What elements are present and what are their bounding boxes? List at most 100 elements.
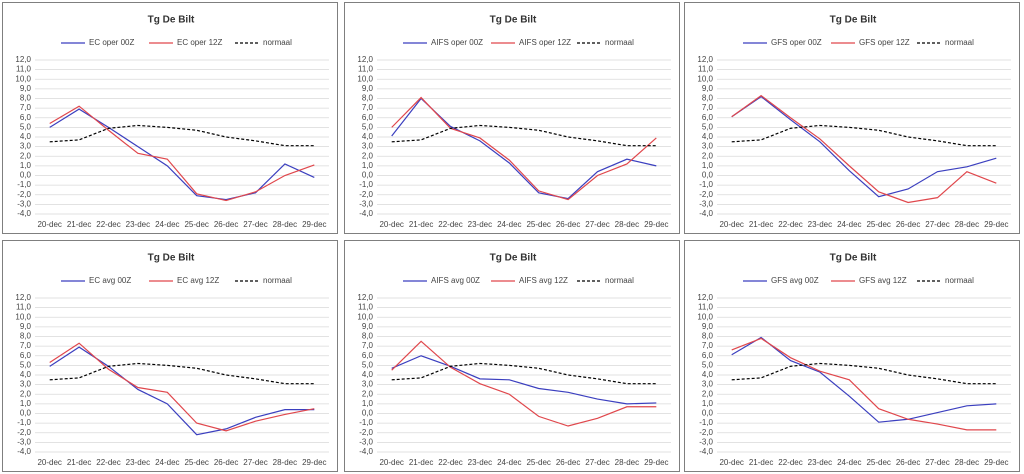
y-tick-label: 8,0 <box>20 332 32 341</box>
y-tick-label: 0,0 <box>362 171 374 180</box>
x-tick-label: 24-dec <box>837 458 861 467</box>
x-tick-label: 21-dec <box>409 220 433 229</box>
y-tick-label: 1,0 <box>362 161 374 170</box>
x-tick-label: 28-dec <box>273 458 297 467</box>
x-tick-label: 25-dec <box>866 220 890 229</box>
y-tick-label: -1,0 <box>359 418 373 427</box>
y-tick-label: -4,0 <box>699 447 713 456</box>
legend-label: EC oper 00Z <box>89 38 134 47</box>
y-tick-label: -2,0 <box>17 428 31 437</box>
y-tick-label: 4,0 <box>20 132 32 141</box>
chart-title: Tg De Bilt <box>830 15 877 26</box>
y-tick-label: 12,0 <box>15 55 31 64</box>
x-tick-label: 28-dec <box>615 458 639 467</box>
series-line <box>49 342 315 432</box>
legend-label: normaal <box>263 276 292 285</box>
y-tick-label: 12,0 <box>357 293 373 302</box>
chart-panel: Tg De Bilt -4,0-3,0-2,0-1,00,01,02,03,04,… <box>684 240 1020 472</box>
series-line <box>49 124 315 147</box>
y-tick-label: 9,0 <box>362 84 374 93</box>
y-tick-label: 5,0 <box>20 360 32 369</box>
x-tick-label: 23-dec <box>468 220 492 229</box>
x-tick-label: 24-dec <box>155 458 179 467</box>
chart-panel: Tg De Bilt -4,0-3,0-2,0-1,00,01,02,03,04,… <box>344 240 680 472</box>
legend-label: normaal <box>945 38 974 47</box>
y-tick-label: 2,0 <box>362 389 374 398</box>
y-tick-label: 6,0 <box>702 351 714 360</box>
y-tick-label: 10,0 <box>357 312 373 321</box>
x-tick-label: 28-dec <box>955 458 979 467</box>
y-tick-label: 5,0 <box>702 122 714 131</box>
y-tick-label: 12,0 <box>697 55 713 64</box>
legend-label: AIFS avg 00Z <box>431 276 480 285</box>
y-tick-label: -2,0 <box>17 190 31 199</box>
series-line <box>731 124 997 147</box>
series-line <box>731 336 997 423</box>
x-tick-label: 22-dec <box>778 220 802 229</box>
x-tick-label: 26-dec <box>556 458 580 467</box>
y-tick-label: -4,0 <box>17 447 31 456</box>
x-tick-label: 29-dec <box>984 458 1008 467</box>
y-tick-label: 11,0 <box>16 65 32 74</box>
legend-label: EC avg 00Z <box>89 276 131 285</box>
x-tick-label: 21-dec <box>67 458 91 467</box>
chart-panel: Tg De Bilt -4,0-3,0-2,0-1,00,01,02,03,04,… <box>2 240 338 472</box>
x-tick-label: 24-dec <box>497 220 521 229</box>
x-tick-label: 26-dec <box>214 220 238 229</box>
y-tick-label: 9,0 <box>702 322 714 331</box>
x-tick-label: 23-dec <box>126 458 150 467</box>
y-tick-label: 7,0 <box>362 103 374 112</box>
y-tick-label: 2,0 <box>702 151 714 160</box>
y-tick-label: 3,0 <box>362 380 374 389</box>
y-tick-label: 12,0 <box>357 55 373 64</box>
series-line <box>49 346 315 436</box>
y-tick-label: 2,0 <box>362 151 374 160</box>
y-tick-label: -1,0 <box>17 180 31 189</box>
y-tick-label: 0,0 <box>362 409 374 418</box>
x-tick-label: 28-dec <box>955 220 979 229</box>
y-tick-label: -4,0 <box>699 209 713 218</box>
y-tick-label: -3,0 <box>699 199 713 208</box>
y-tick-label: 7,0 <box>20 341 32 350</box>
y-tick-label: -3,0 <box>359 199 373 208</box>
y-tick-label: -1,0 <box>699 418 713 427</box>
y-tick-label: -2,0 <box>359 428 373 437</box>
legend-label: AIFS oper 00Z <box>431 38 483 47</box>
y-tick-label: 8,0 <box>362 94 374 103</box>
x-tick-label: 29-dec <box>302 458 326 467</box>
y-tick-label: 4,0 <box>702 132 714 141</box>
x-tick-label: 25-dec <box>184 458 208 467</box>
y-tick-label: 10,0 <box>15 74 31 83</box>
y-tick-label: 4,0 <box>702 370 714 379</box>
legend-label: normaal <box>605 38 634 47</box>
y-tick-label: 6,0 <box>362 113 374 122</box>
y-tick-label: 1,0 <box>362 399 374 408</box>
y-tick-label: 5,0 <box>20 122 32 131</box>
x-tick-label: 26-dec <box>896 220 920 229</box>
chart-title: Tg De Bilt <box>148 253 195 264</box>
series-line <box>49 362 315 385</box>
y-tick-label: -1,0 <box>699 180 713 189</box>
y-tick-label: -2,0 <box>699 428 713 437</box>
x-tick-label: 23-dec <box>468 458 492 467</box>
series-line <box>391 124 657 147</box>
x-tick-label: 27-dec <box>585 458 609 467</box>
y-tick-label: 3,0 <box>20 142 32 151</box>
x-tick-label: 21-dec <box>67 220 91 229</box>
x-tick-label: 26-dec <box>556 220 580 229</box>
y-tick-label: 9,0 <box>362 322 374 331</box>
y-tick-label: 1,0 <box>702 161 714 170</box>
y-tick-label: 10,0 <box>697 74 713 83</box>
y-tick-label: 1,0 <box>702 399 714 408</box>
y-tick-label: 7,0 <box>702 341 714 350</box>
series-line <box>49 105 315 202</box>
x-tick-label: 27-dec <box>925 220 949 229</box>
y-tick-label: 10,0 <box>15 312 31 321</box>
y-tick-label: 11,0 <box>358 303 374 312</box>
y-tick-label: -1,0 <box>17 418 31 427</box>
y-tick-label: 10,0 <box>697 312 713 321</box>
x-tick-label: 22-dec <box>96 458 120 467</box>
y-tick-label: 3,0 <box>702 380 714 389</box>
y-tick-label: -2,0 <box>699 190 713 199</box>
y-tick-label: 7,0 <box>20 103 32 112</box>
